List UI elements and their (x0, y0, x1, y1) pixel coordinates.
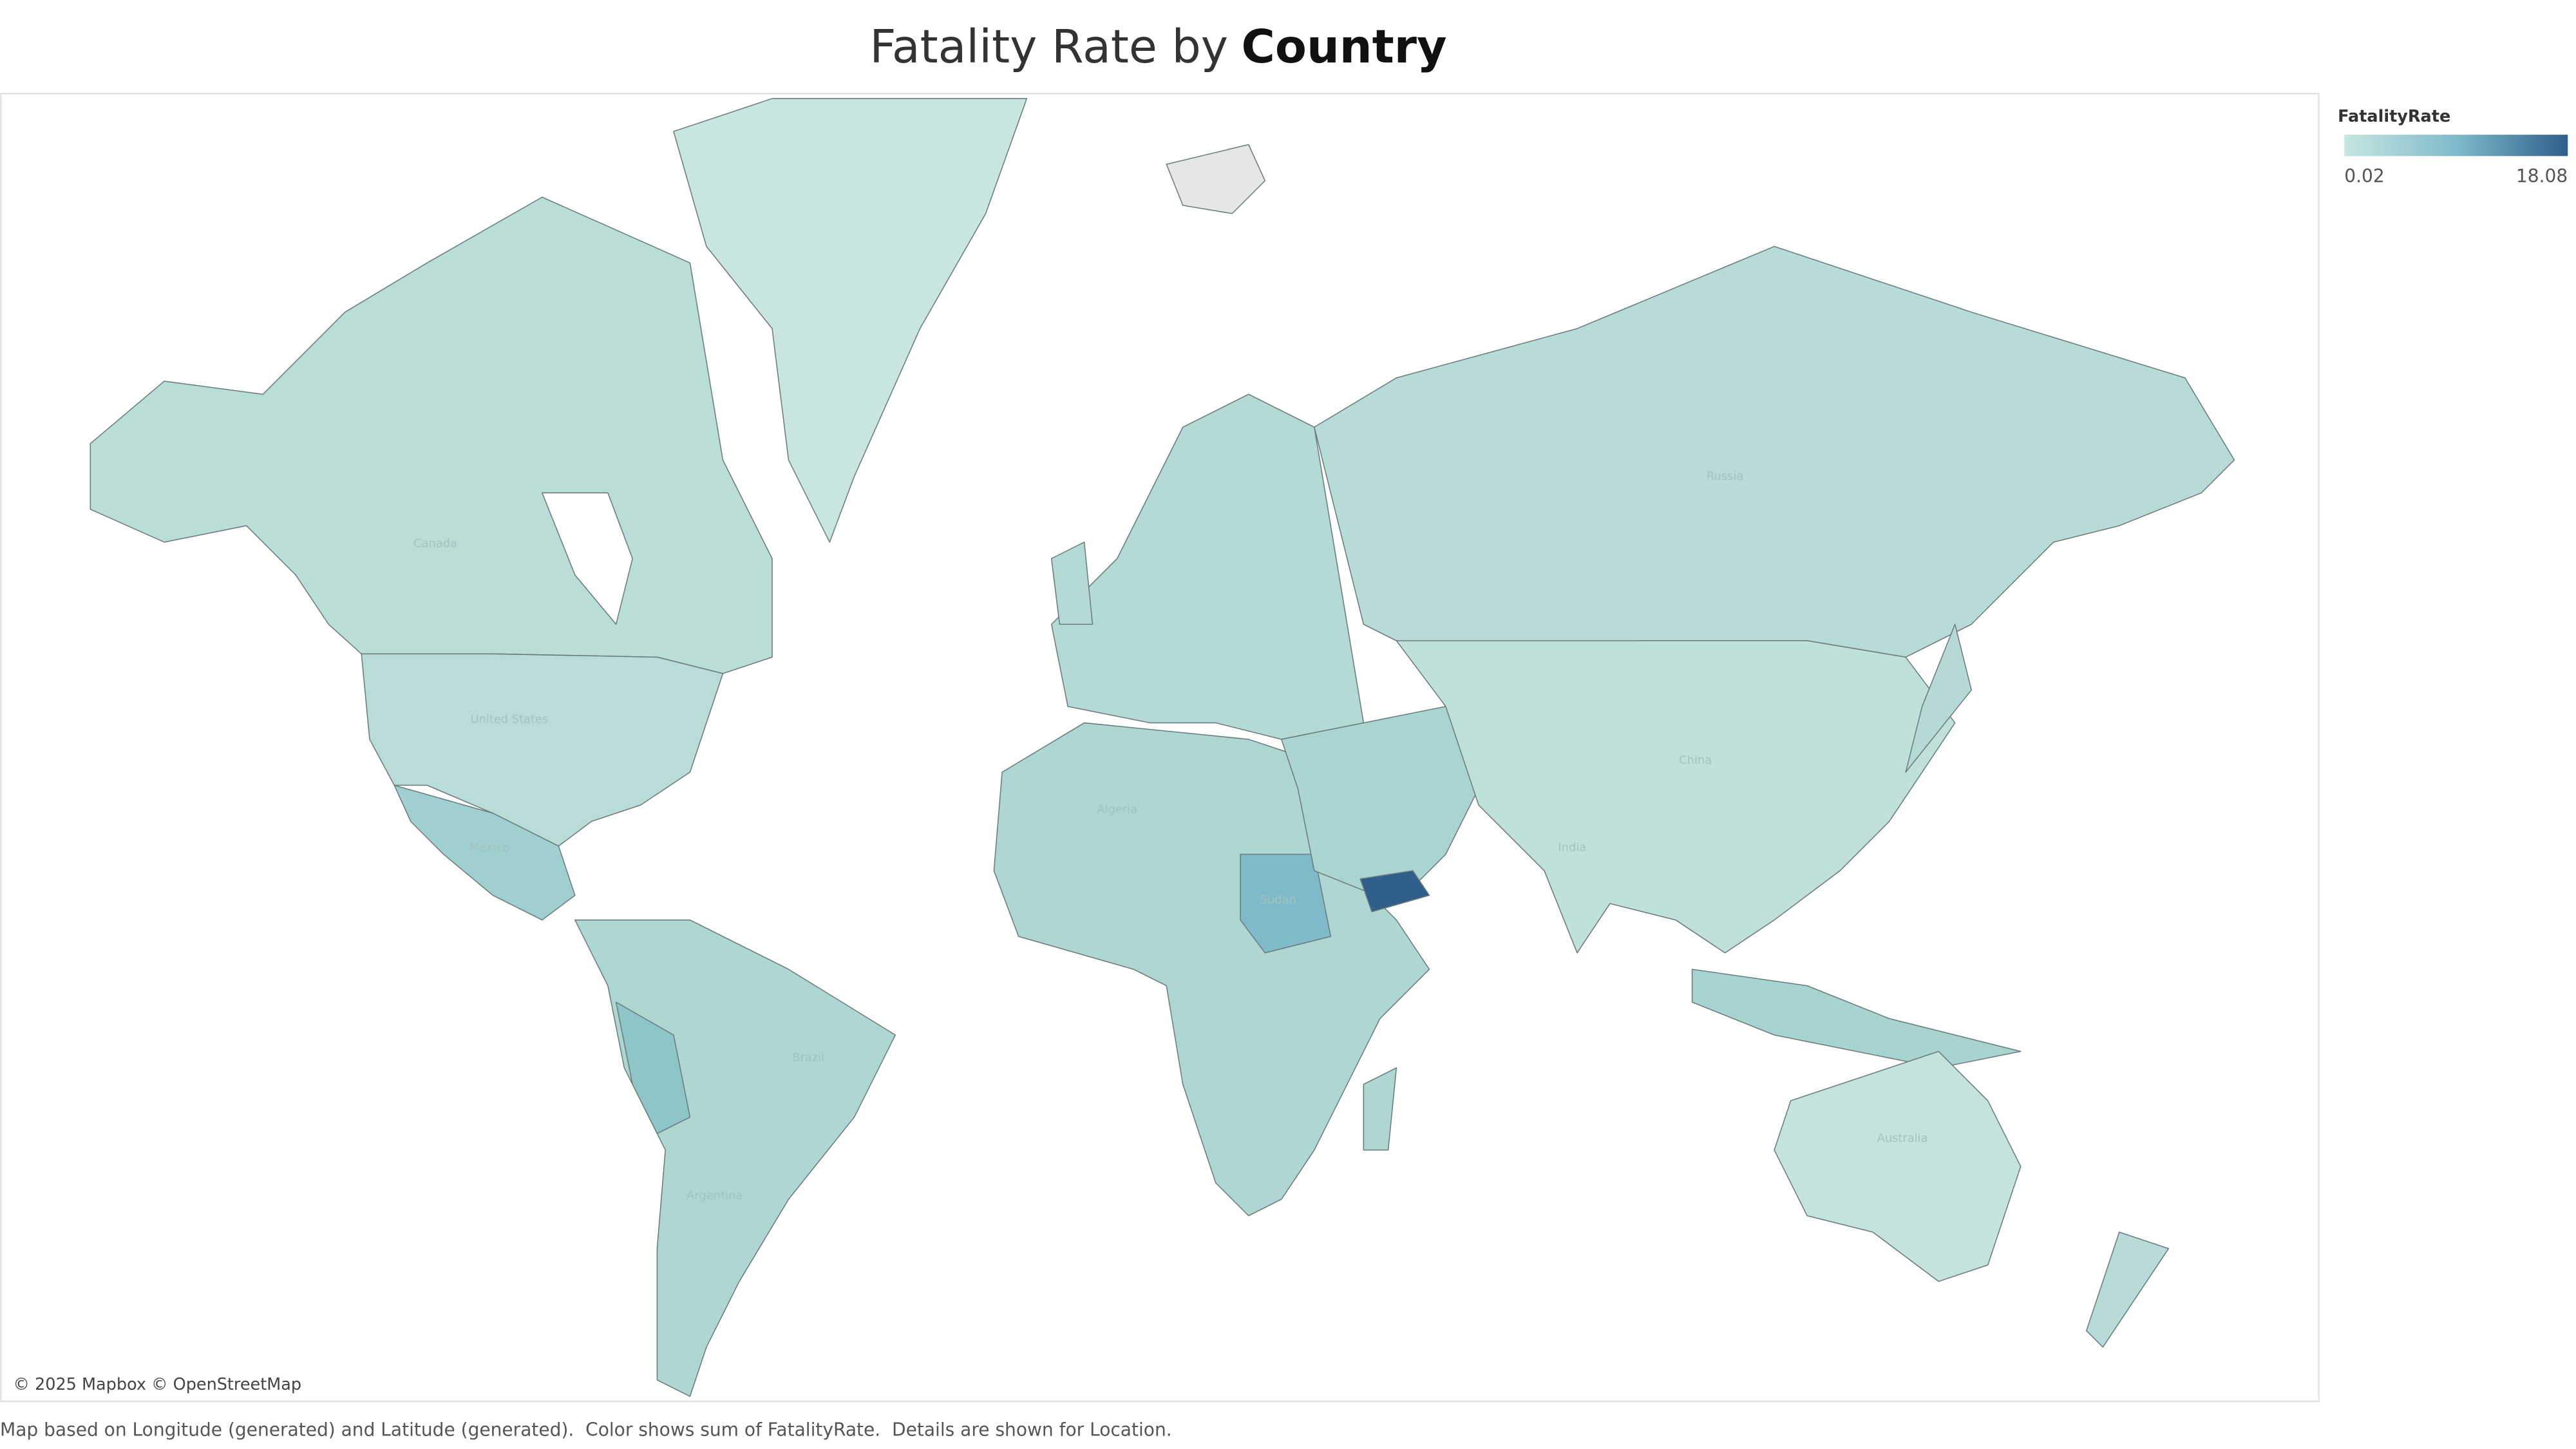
svalbard (1166, 144, 1266, 214)
caption: Map based on Longitude (generated) and L… (0, 1419, 1172, 1441)
title: Fatality Rate by Country (869, 20, 1446, 73)
country-label: India (1558, 840, 1586, 854)
country-label: United States (470, 712, 548, 726)
country-label: Algeria (1097, 803, 1137, 817)
yemen (1359, 870, 1430, 913)
country-label: Russia (1707, 469, 1743, 483)
middle-east (1281, 706, 1479, 904)
legend-min: 0.02 (2344, 166, 2384, 187)
country-label: Mexico (469, 840, 509, 854)
country-label: Sudan (1260, 893, 1296, 907)
sudan (1240, 853, 1332, 954)
peru (615, 1001, 691, 1134)
legend-max: 18.08 (2516, 166, 2568, 187)
legend-title: FatalityRate (2338, 107, 2450, 126)
map: Canada United States Mexico Brazil Russi… (0, 93, 2320, 1403)
madagascar (1363, 1067, 1397, 1151)
color-ramp (2344, 135, 2568, 156)
britain (1050, 542, 1094, 625)
europe (1050, 393, 1365, 740)
indonesia (1691, 969, 2022, 1068)
legend: FatalityRate 0.02 18.08 (2338, 107, 2568, 187)
country-label: China (1679, 753, 1712, 767)
mexico (393, 784, 576, 921)
japan (1905, 623, 1972, 773)
title-emphasis: Country (1242, 20, 1447, 73)
country-label: Argentina (687, 1189, 743, 1202)
new-zealand (2086, 1231, 2170, 1348)
country-label: Canada (413, 536, 457, 550)
greenland (673, 98, 1028, 543)
country-label: Australia (1877, 1132, 1928, 1145)
title-text: Fatality Rate by (869, 20, 1228, 73)
australia (1774, 1050, 2022, 1282)
attribution: © 2025 Mapbox © OpenStreetMap (13, 1375, 301, 1394)
country-label: Brazil (792, 1051, 824, 1065)
asia (1396, 640, 1956, 954)
hudson-bay (542, 492, 633, 625)
